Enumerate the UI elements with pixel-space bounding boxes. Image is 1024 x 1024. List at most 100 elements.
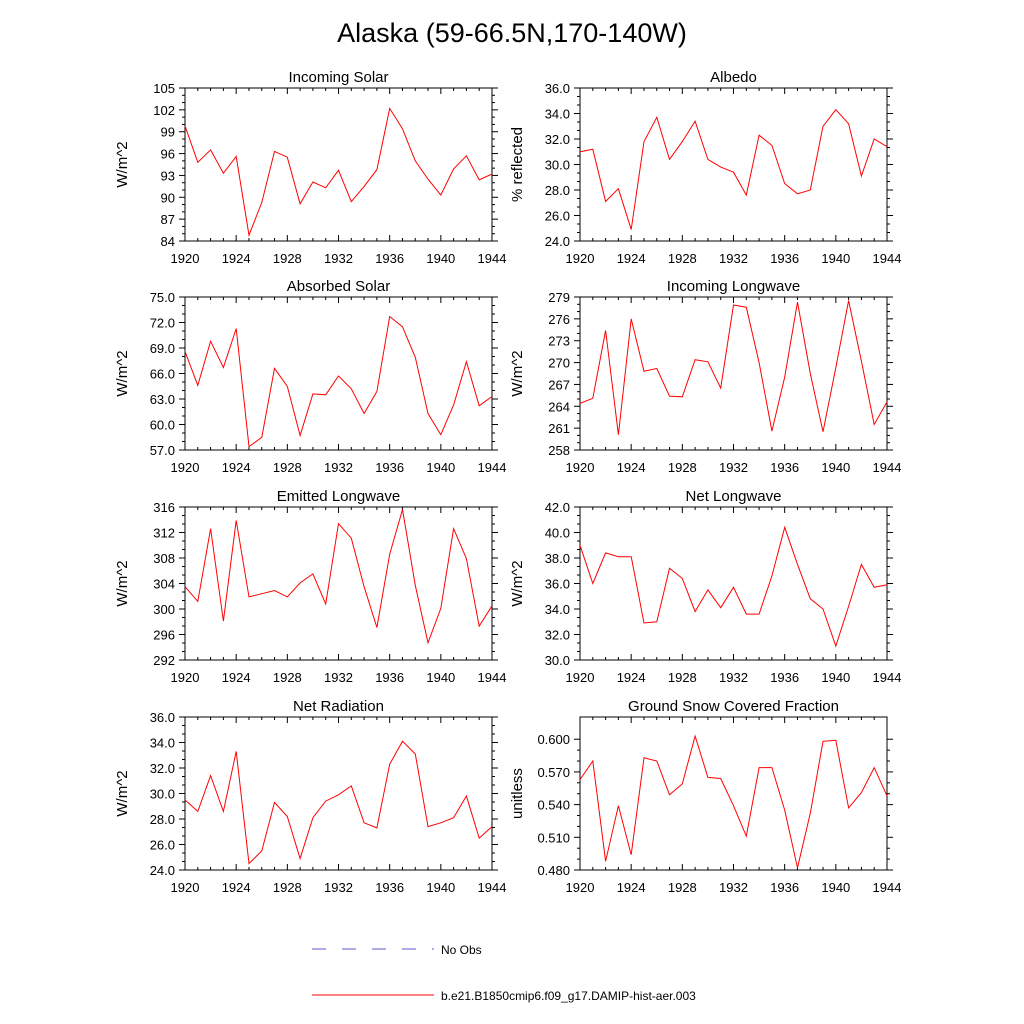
series-line (184, 509, 493, 645)
y-tick-label: 102 (153, 103, 175, 118)
x-tick-label: 1920 (566, 670, 595, 685)
x-tick-label: 1920 (566, 251, 595, 266)
y-axis-label: W/m^2 (114, 770, 131, 816)
x-tick-label: 1928 (273, 251, 302, 266)
plot-frame (579, 296, 888, 451)
panel-title: Absorbed Solar (287, 278, 390, 295)
x-tick-label: 1944 (478, 670, 507, 685)
x-tick-label: 1940 (426, 880, 455, 895)
x-tick-label: 1928 (668, 880, 697, 895)
y-tick-label: 36.0 (545, 577, 570, 592)
y-tick-label: 316 (153, 500, 175, 515)
x-tick-label: 1924 (617, 460, 646, 475)
panel-title: Albedo (710, 69, 757, 86)
plot-frame (184, 716, 493, 871)
y-tick-label: 296 (153, 628, 175, 643)
y-tick-label: 30.0 (150, 787, 175, 802)
x-tick-label: 1936 (375, 670, 404, 685)
y-tick-label: 75.0 (150, 290, 175, 305)
x-tick-label: 1932 (719, 460, 748, 475)
y-tick-label: 36.0 (150, 710, 175, 725)
y-tick-label: 105 (153, 81, 175, 96)
y-tick-label: 34.0 (545, 107, 570, 122)
x-tick-label: 1924 (222, 460, 251, 475)
y-tick-label: 270 (548, 356, 570, 371)
y-tick-label: 66.0 (150, 367, 175, 382)
y-axis-label: unitless (509, 768, 526, 819)
x-tick-label: 1944 (478, 251, 507, 266)
panel-incoming-solar: Incoming Solar W/m^2 1920 1924 1928 1932 1936 1… (114, 69, 506, 266)
panel-albedo: Albedo % reflected 1920 1924 1928 1932 1936 194… (509, 69, 901, 266)
x-tick-label: 1936 (375, 880, 404, 895)
panel-title: Ground Snow Covered Fraction (628, 698, 839, 715)
series-line (579, 108, 888, 230)
plot-frame (184, 506, 493, 661)
panel-title: Incoming Longwave (667, 278, 800, 295)
x-tick-label: 1920 (171, 670, 200, 685)
y-axis-label: W/m^2 (114, 560, 131, 606)
y-tick-label: 42.0 (545, 500, 570, 515)
y-tick-label: 308 (153, 551, 175, 566)
x-tick-label: 1936 (375, 460, 404, 475)
y-tick-label: 84 (161, 234, 175, 249)
plot-frame (579, 506, 888, 661)
x-tick-label: 1944 (873, 880, 902, 895)
x-tick-label: 1928 (273, 670, 302, 685)
x-tick-label: 1940 (821, 460, 850, 475)
plot-frame (579, 716, 888, 871)
y-tick-label: 24.0 (150, 863, 175, 878)
y-tick-label: 273 (548, 334, 570, 349)
x-tick-label: 1928 (273, 460, 302, 475)
panel-title: Emitted Longwave (277, 488, 400, 505)
x-tick-label: 1936 (770, 460, 799, 475)
x-tick-label: 1944 (873, 670, 902, 685)
y-axis-label: W/m^2 (509, 350, 526, 396)
x-tick-label: 1920 (171, 880, 200, 895)
y-tick-label: 30.0 (545, 653, 570, 668)
y-axis-label: W/m^2 (509, 560, 526, 606)
y-axis-label: % reflected (509, 127, 526, 202)
y-tick-label: 32.0 (150, 761, 175, 776)
y-tick-label: 0.600 (537, 732, 570, 747)
panel-ground-snow-covered-fraction: Ground Snow Covered Fraction unitless 1920… (509, 698, 901, 895)
y-tick-label: 0.570 (537, 765, 570, 780)
panel-incoming-longwave: Incoming Longwave W/m^2 1920 1924 1928 1932 19… (509, 278, 901, 475)
x-tick-label: 1932 (719, 880, 748, 895)
y-tick-label: 32.0 (545, 628, 570, 643)
y-axis-label: W/m^2 (114, 141, 131, 187)
x-tick-label: 1924 (222, 670, 251, 685)
panels: Incoming Solar W/m^2 1920 1924 1928 1932 1936 1… (114, 69, 901, 895)
x-tick-label: 1932 (324, 251, 353, 266)
y-tick-label: 60.0 (150, 418, 175, 433)
x-tick-label: 1924 (222, 251, 251, 266)
x-tick-label: 1940 (821, 670, 850, 685)
y-tick-label: 292 (153, 653, 175, 668)
page-title: Alaska (59-66.5N,170-140W) (337, 18, 687, 48)
y-tick-label: 312 (153, 526, 175, 541)
y-tick-label: 279 (548, 290, 570, 305)
y-tick-label: 26.0 (150, 838, 175, 853)
y-tick-label: 69.0 (150, 341, 175, 356)
y-tick-label: 72.0 (150, 316, 175, 331)
panel-title: Incoming Solar (288, 69, 388, 86)
panel-absorbed-solar: Absorbed Solar W/m^2 1920 1924 1928 1932 1936 1… (114, 278, 506, 475)
y-tick-label: 32.0 (545, 132, 570, 147)
x-tick-label: 1920 (566, 880, 595, 895)
x-tick-label: 1932 (324, 460, 353, 475)
plot-frame (184, 87, 493, 242)
y-tick-label: 264 (548, 399, 570, 414)
y-tick-label: 24.0 (545, 234, 570, 249)
y-axis-label: W/m^2 (114, 350, 131, 396)
x-tick-label: 1928 (668, 670, 697, 685)
y-tick-label: 87 (161, 212, 175, 227)
panel-emitted-longwave: Emitted Longwave W/m^2 1920 1924 1928 1932 193… (114, 488, 506, 685)
x-tick-label: 1924 (617, 880, 646, 895)
x-tick-label: 1944 (478, 880, 507, 895)
x-tick-label: 1920 (171, 460, 200, 475)
legend-label-model: b.e21.B1850cmip6.f09_g17.DAMIP-hist-aer.… (441, 989, 696, 1003)
x-tick-label: 1924 (222, 880, 251, 895)
x-tick-label: 1936 (375, 251, 404, 266)
x-tick-label: 1940 (426, 460, 455, 475)
y-tick-label: 0.480 (537, 863, 570, 878)
